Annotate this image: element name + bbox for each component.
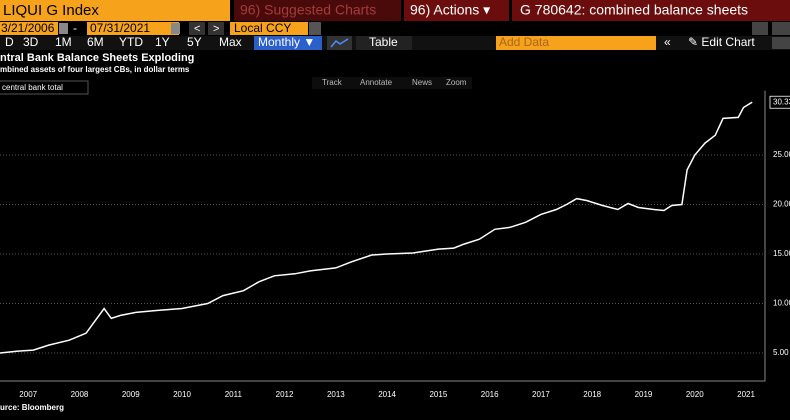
date-dash: -: [73, 21, 77, 35]
frequency-dropdown[interactable]: [254, 36, 322, 50]
actions-button[interactable]: [404, 0, 509, 21]
end-date-field[interactable]: [87, 22, 179, 35]
currency-dropdown[interactable]: [309, 22, 321, 35]
legend-box: [0, 80, 89, 95]
undo-button[interactable]: [752, 22, 768, 35]
calendar-icon[interactable]: [171, 23, 180, 34]
y-tick-label: 5.00: [773, 348, 789, 357]
y-tick-label: 25.00: [773, 150, 790, 159]
period: 6M: [87, 35, 104, 49]
x-tick-label: 2021: [737, 390, 755, 399]
period-button[interactable]: [114, 36, 144, 50]
suggested: 96) Suggested Charts: [240, 2, 376, 18]
settings-button[interactable]: [772, 37, 790, 49]
chart-subtitle: mbined assets of four largest CBs, in do…: [0, 65, 190, 74]
y-tick-label: 20.00: [773, 200, 790, 209]
x-tick-label: 2012: [276, 390, 294, 399]
period: D: [5, 35, 14, 49]
last-value-box: [769, 95, 790, 109]
security-field[interactable]: [0, 0, 230, 21]
period: 1M: [55, 35, 72, 49]
add-data-field[interactable]: [496, 36, 656, 50]
period-button[interactable]: [82, 36, 112, 50]
period: 1Y: [155, 35, 170, 49]
y-tick-label: 10.00: [773, 299, 790, 308]
period: Max: [219, 35, 242, 49]
table: Table: [369, 35, 398, 49]
chart-title: ntral Bank Balance Sheets Exploding: [0, 52, 194, 64]
last-value-label: 30.33: [773, 97, 790, 106]
suggested-button[interactable]: [234, 0, 401, 21]
frequency: Monthly ▼: [258, 35, 315, 49]
x-tick-label: 2011: [225, 390, 243, 399]
prev-button[interactable]: [189, 22, 205, 35]
edit-chart[interactable]: ✎ Edit Chart: [688, 35, 755, 49]
chart-name-field: [512, 0, 790, 21]
x-tick-label: 2014: [378, 390, 396, 399]
add-data: Add Data: [499, 35, 549, 49]
period-button[interactable]: [18, 36, 48, 50]
period-button[interactable]: [214, 36, 244, 50]
chart-tool[interactable]: Track: [322, 78, 343, 87]
start-date-field[interactable]: [0, 22, 58, 35]
table-button[interactable]: [356, 36, 412, 50]
chart-tool[interactable]: Zoom: [446, 78, 467, 87]
source: urce: Bloomberg: [0, 403, 64, 412]
x-tick-label: 2007: [19, 390, 37, 399]
next-icon: >: [213, 23, 219, 35]
x-tick-label: 2018: [583, 390, 601, 399]
chart-icon: [330, 38, 349, 48]
security: LIQUI G Index: [3, 2, 99, 19]
end-date: 07/31/2021: [90, 21, 150, 35]
chart-tool[interactable]: Annotate: [360, 78, 393, 87]
next-button[interactable]: [208, 22, 224, 35]
currency: Local CCY: [234, 21, 291, 35]
chart-name: G 780642: combined balance sheets: [520, 2, 748, 18]
x-tick-label: 2019: [635, 390, 653, 399]
x-tick-label: 2013: [327, 390, 345, 399]
x-tick-label: 2016: [481, 390, 499, 399]
data-line: [0, 101, 753, 354]
period: 5Y: [187, 35, 202, 49]
x-tick-label: 2010: [173, 390, 191, 399]
prev-icon: <: [194, 23, 200, 35]
x-tick-label: 2009: [122, 390, 140, 399]
currency-field[interactable]: [230, 22, 308, 35]
chart-tools: [312, 77, 472, 89]
chart-tool[interactable]: News: [412, 78, 432, 87]
period-button[interactable]: [50, 36, 80, 50]
collapse-icon[interactable]: «: [664, 35, 671, 49]
period: YTD: [119, 35, 143, 49]
x-tick-label: 2008: [71, 390, 89, 399]
refresh-button[interactable]: [772, 22, 790, 35]
legend-label: central bank total: [2, 83, 63, 92]
x-tick-label: 2015: [429, 390, 447, 399]
calendar-icon[interactable]: [59, 23, 68, 34]
actions: 96) Actions ▾: [410, 2, 490, 18]
y-tick-label: 15.00: [773, 249, 790, 258]
period-button[interactable]: [150, 36, 180, 50]
start-date: 3/21/2006: [1, 21, 55, 35]
period-button[interactable]: [182, 36, 212, 50]
period: 3D: [23, 35, 39, 49]
x-tick-label: 2020: [686, 390, 704, 399]
x-tick-label: 2017: [532, 390, 550, 399]
